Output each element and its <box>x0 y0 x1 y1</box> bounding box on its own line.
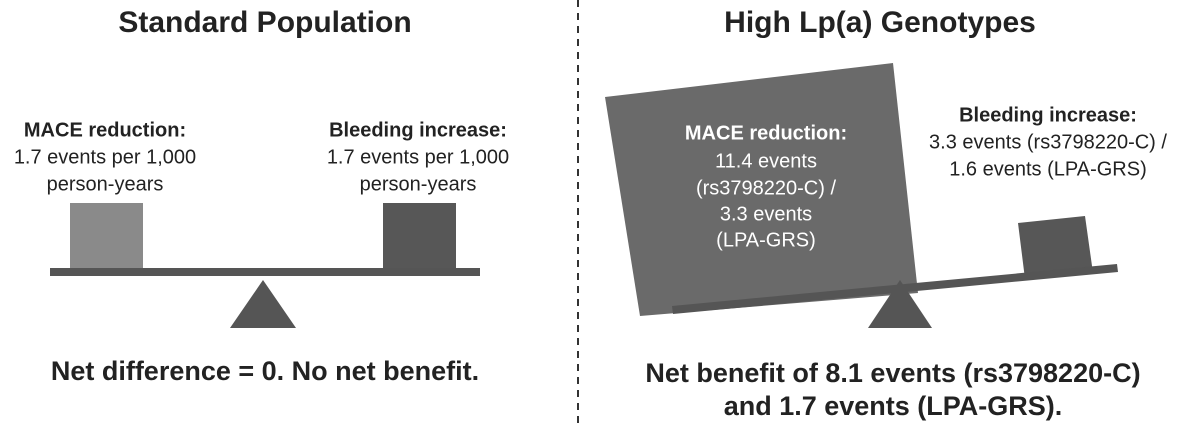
label-line: (rs3798220-C) / <box>696 177 837 199</box>
label-heading: Bleeding increase: <box>959 104 1137 126</box>
panel-title: High Lp(a) Genotypes <box>724 6 1036 39</box>
fulcrum <box>230 280 296 328</box>
label-heading: Bleeding increase: <box>329 119 507 141</box>
weight <box>70 203 143 269</box>
label-heading: MACE reduction: <box>24 119 186 141</box>
footer: Net difference = 0. No net benefit. <box>51 356 479 386</box>
label-line: 1.7 events per 1,000 <box>327 146 509 168</box>
fulcrum <box>868 280 932 328</box>
footer: Net benefit of 8.1 events (rs3798220-C) <box>645 358 1140 388</box>
weight <box>605 63 918 316</box>
weight <box>383 203 456 269</box>
panel-title: Standard Population <box>118 6 411 39</box>
label-line: person-years <box>360 173 477 195</box>
label-heading: MACE reduction: <box>685 122 847 144</box>
label-line: 11.4 events <box>715 150 817 172</box>
footer: and 1.7 events (LPA-GRS). <box>724 391 1063 421</box>
label-line: 1.7 events per 1,000 <box>14 146 196 168</box>
weight <box>1018 216 1093 279</box>
beam <box>50 268 480 276</box>
label-line: 3.3 events (rs3798220-C) / <box>929 131 1167 153</box>
label-line: (LPA-GRS) <box>716 229 816 251</box>
label-line: person-years <box>47 173 164 195</box>
label-line: 1.6 events (LPA-GRS) <box>949 158 1146 180</box>
label-line: 3.3 events <box>720 203 812 225</box>
